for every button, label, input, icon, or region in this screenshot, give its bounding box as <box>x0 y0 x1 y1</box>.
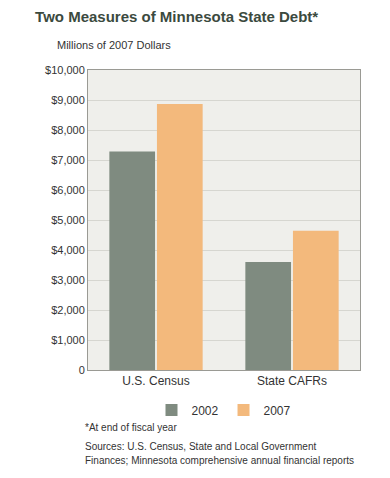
svg-text:$10,000: $10,000 <box>45 64 85 76</box>
svg-text:Two Measures of Minnesota Stat: Two Measures of Minnesota State Debt* <box>35 8 318 25</box>
svg-text:State CAFRs: State CAFRs <box>257 374 327 388</box>
svg-text:$8,000: $8,000 <box>51 124 85 136</box>
svg-text:0: 0 <box>79 364 85 376</box>
svg-text:$3,000: $3,000 <box>51 274 85 286</box>
svg-text:$5,000: $5,000 <box>51 214 85 226</box>
svg-text:2002: 2002 <box>192 404 219 418</box>
svg-text:$7,000: $7,000 <box>51 154 85 166</box>
svg-text:$4,000: $4,000 <box>51 244 85 256</box>
svg-text:$1,000: $1,000 <box>51 334 85 346</box>
svg-text:U.S. Census: U.S. Census <box>122 374 189 388</box>
svg-text:$9,000: $9,000 <box>51 94 85 106</box>
svg-text:Millions of 2007 Dollars: Millions of 2007 Dollars <box>57 39 171 51</box>
svg-text:Finances; Minnesota comprehens: Finances; Minnesota comprehensive annual… <box>85 455 354 466</box>
svg-text:2007: 2007 <box>264 404 291 418</box>
svg-text:$6,000: $6,000 <box>51 184 85 196</box>
svg-text:$2,000: $2,000 <box>51 304 85 316</box>
svg-text:Sources: U.S. Census, State an: Sources: U.S. Census, State and Local Go… <box>85 441 316 452</box>
svg-text:*At end of fiscal year: *At end of fiscal year <box>85 422 177 433</box>
